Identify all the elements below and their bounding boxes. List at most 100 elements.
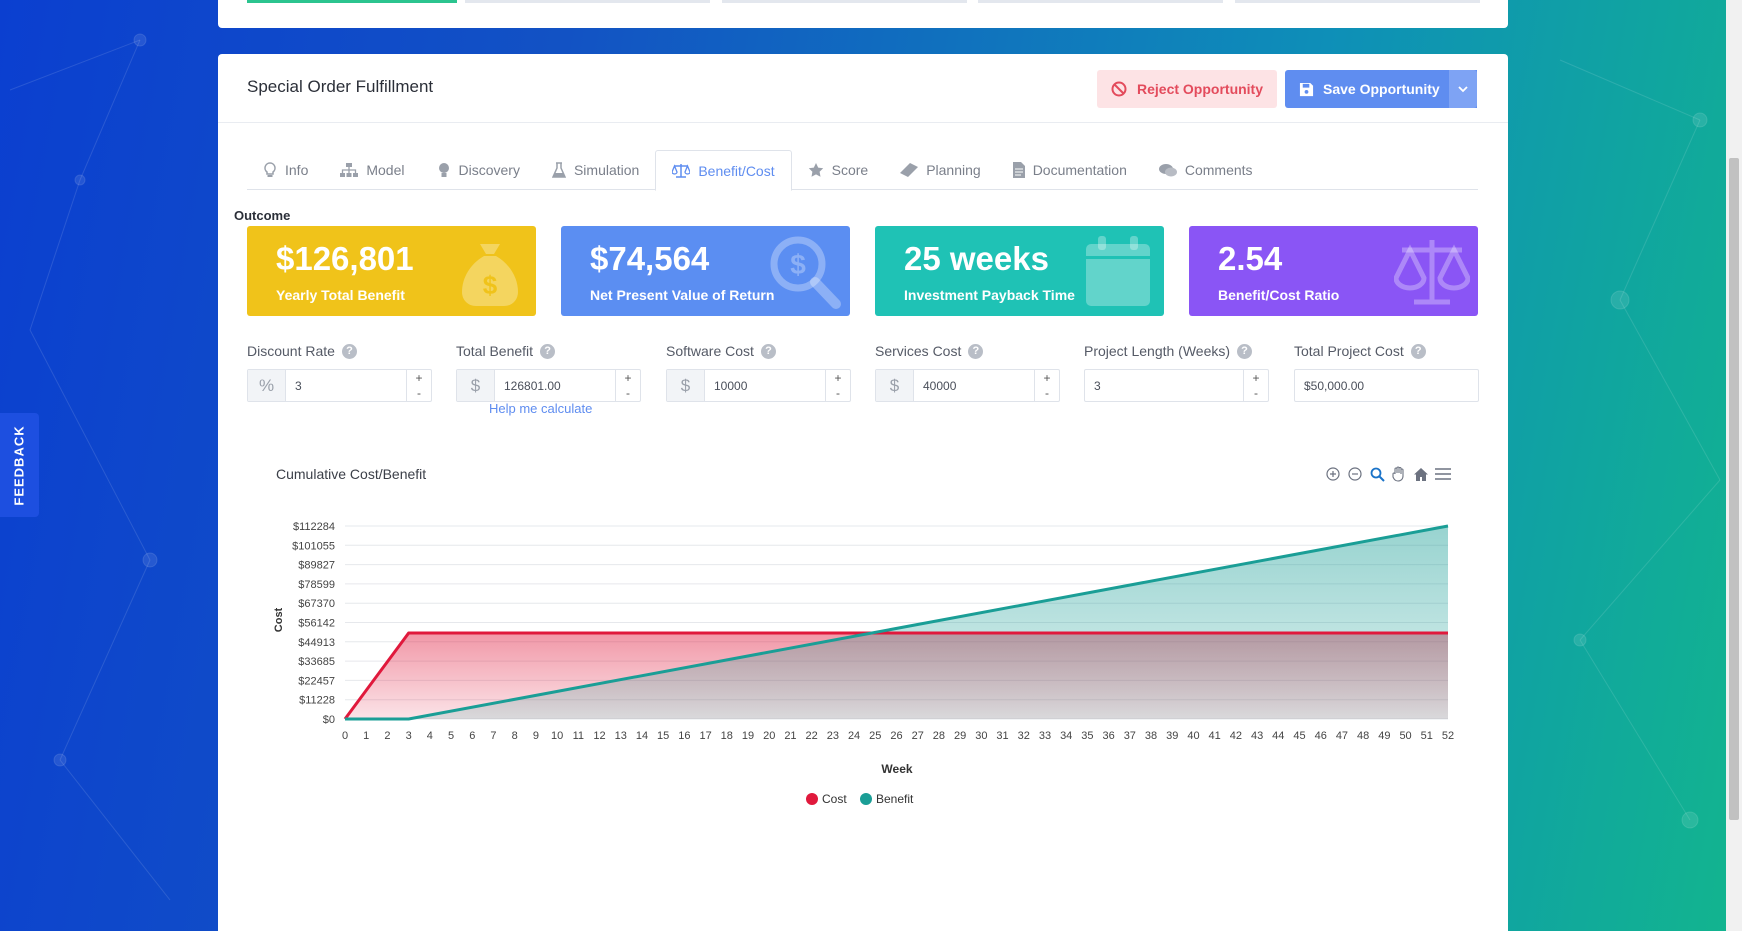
decrement-button[interactable]: - — [836, 386, 840, 401]
tab-planning[interactable]: Planning — [884, 150, 997, 190]
x-tick-label: 13 — [615, 730, 627, 742]
software-cost-input[interactable]: 10000 — [714, 378, 748, 393]
help-icon[interactable]: ? — [968, 343, 984, 359]
x-tick-label: 6 — [469, 730, 475, 742]
x-tick-label: 7 — [490, 730, 496, 742]
x-tick-label: 14 — [636, 730, 648, 742]
stat-label: Yearly Total Benefit — [276, 287, 405, 303]
total-benefit-stepper: + - — [615, 370, 640, 401]
tab-documentation[interactable]: Documentation — [997, 150, 1143, 190]
reject-opportunity-button[interactable]: Reject Opportunity — [1097, 70, 1277, 108]
increment-button[interactable]: + — [1043, 370, 1051, 385]
x-tick-label: 11 — [573, 730, 584, 742]
save-options-dropdown[interactable] — [1449, 70, 1477, 108]
chart-toolbar — [1325, 466, 1451, 482]
decrement-button[interactable]: - — [1045, 386, 1049, 401]
svg-text:$: $ — [790, 249, 806, 280]
tab-label: Simulation — [573, 162, 640, 178]
tab-comments[interactable]: Comments — [1143, 150, 1269, 190]
tab-model[interactable]: Model — [324, 150, 420, 190]
help-me-calculate-link[interactable]: Help me calculate — [489, 401, 593, 416]
x-tick-label: 4 — [427, 730, 433, 742]
search-dollar-icon: $ — [770, 236, 841, 309]
increment-button[interactable]: + — [1252, 370, 1260, 385]
total-benefit-input[interactable]: 126801.00 — [504, 378, 561, 393]
bulb-icon — [438, 163, 449, 177]
tab-info[interactable]: Info — [247, 150, 324, 190]
x-tick-label: 5 — [448, 730, 454, 742]
increment-button[interactable]: + — [834, 370, 842, 385]
project-length-input[interactable]: 3 — [1094, 378, 1101, 393]
zoom-out-icon[interactable] — [1347, 466, 1363, 482]
cumulative-chart: $0 $11228 $22457 $33685 $44913 $56142 $67370 $7… — [273, 521, 1454, 806]
decrement-button[interactable]: - — [417, 386, 421, 401]
tab-score[interactable]: Score — [792, 150, 885, 190]
help-icon[interactable]: ? — [1237, 343, 1253, 359]
y-axis-label: Cost — [273, 607, 285, 632]
software-cost-stepper: + - — [825, 370, 850, 401]
pan-icon[interactable] — [1391, 466, 1407, 482]
total-project-cost-input[interactable]: $50,000.00 — [1304, 378, 1365, 393]
project-length-field: Project Length (Weeks)? 3 + - — [1084, 342, 1269, 402]
progress-segment — [1235, 0, 1480, 3]
x-tick-label: 19 — [742, 730, 754, 742]
x-tick-label: 16 — [678, 730, 690, 742]
field-label: Project Length (Weeks) — [1084, 343, 1231, 359]
x-tick-label: 42 — [1230, 730, 1242, 742]
discount-rate-input[interactable]: 3 — [295, 378, 302, 393]
legend-marker — [860, 793, 872, 805]
stat-value: $126,801 — [276, 240, 414, 277]
save-opportunity-button[interactable]: Save Opportunity — [1285, 70, 1477, 108]
feedback-tab[interactable]: FEEDBACK — [0, 413, 39, 517]
x-tick-label: 12 — [593, 730, 605, 742]
x-axis-label: Week — [881, 762, 912, 776]
comments-icon — [1158, 163, 1177, 176]
series-area-benefit — [345, 526, 1448, 719]
home-icon[interactable] — [1413, 466, 1429, 482]
previous-card — [218, 0, 1508, 28]
selection-zoom-icon[interactable] — [1369, 466, 1385, 482]
x-tick-label: 29 — [954, 730, 966, 742]
progress-segment — [247, 0, 457, 3]
decrement-button[interactable]: - — [1254, 386, 1258, 401]
balance-scale-icon — [1394, 240, 1470, 305]
tab-label: Comments — [1184, 162, 1253, 178]
x-tick-label: 9 — [533, 730, 539, 742]
menu-icon[interactable] — [1435, 466, 1451, 482]
help-icon[interactable]: ? — [540, 343, 556, 359]
x-tick-label: 23 — [827, 730, 839, 742]
x-tick-label: 49 — [1378, 730, 1390, 742]
tab-discovery[interactable]: Discovery — [421, 150, 536, 190]
zoom-in-icon[interactable] — [1325, 466, 1341, 482]
y-tick-label: $89827 — [298, 560, 335, 572]
help-icon[interactable]: ? — [1410, 343, 1426, 359]
x-tick-label: 51 — [1421, 730, 1433, 742]
stat-value: 2.54 — [1218, 240, 1283, 277]
scrollbar-thumb[interactable] — [1729, 158, 1739, 820]
x-tick-label: 31 — [996, 730, 1008, 742]
help-icon[interactable]: ? — [760, 343, 776, 359]
tab-benefit-cost[interactable]: Benefit/Cost — [655, 150, 792, 191]
decrement-button[interactable]: - — [626, 386, 630, 401]
project-length-stepper: + - — [1243, 370, 1268, 401]
tab-simulation[interactable]: Simulation — [536, 150, 655, 190]
ruler-icon — [900, 163, 919, 177]
x-tick-label: 52 — [1442, 730, 1454, 742]
chart-title: Cumulative Cost/Benefit — [276, 466, 427, 482]
y-tick-label: $0 — [323, 714, 335, 726]
outcome-label: Outcome — [234, 208, 291, 223]
increment-button[interactable]: + — [415, 370, 423, 385]
y-tick-label: $22457 — [298, 675, 335, 687]
total-benefit-field: Total Benefit? $ 126801.00 + - — [456, 342, 641, 402]
feedback-label: FEEDBACK — [12, 424, 28, 506]
services-cost-input[interactable]: 40000 — [923, 378, 957, 393]
discount-rate-stepper: + - — [406, 370, 431, 401]
x-tick-label: 1 — [363, 730, 369, 742]
x-tick-label: 48 — [1357, 730, 1369, 742]
star-icon — [808, 163, 823, 177]
help-icon[interactable]: ? — [341, 343, 357, 359]
x-tick-label: 2 — [384, 730, 390, 742]
money-bag-icon: $ — [462, 244, 518, 306]
x-tick-label: 24 — [848, 730, 860, 742]
increment-button[interactable]: + — [624, 370, 632, 385]
